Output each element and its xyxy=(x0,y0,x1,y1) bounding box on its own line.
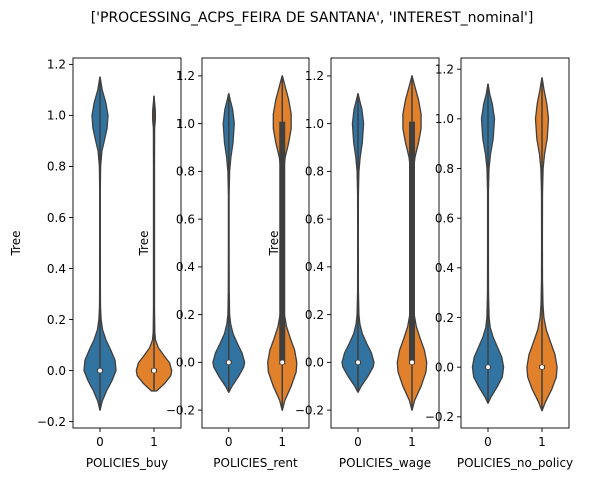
y-tick-label: 0.4 xyxy=(305,260,324,274)
y-axis-label: Tree xyxy=(137,230,151,256)
x-tick-label: 1 xyxy=(150,435,158,449)
y-tick-label: 0.0 xyxy=(176,356,195,370)
y-axis-label: Tree xyxy=(267,230,281,256)
violin-median xyxy=(485,364,491,370)
violin-median xyxy=(97,367,103,374)
y-tick-label: 0.8 xyxy=(305,165,324,179)
violin-median xyxy=(539,364,545,370)
x-tick-label: 0 xyxy=(354,435,362,449)
chart-panel-1: −0.2 0.0 0.2 0.4 0.6 0.8 1.0 1.2 0 1 POLICIES_buy T… xyxy=(9,57,182,470)
x-axis-label: POLICIES_no_policy xyxy=(457,456,573,470)
axes-frame xyxy=(201,57,310,429)
x-tick-label: 1 xyxy=(278,435,286,449)
violin-median xyxy=(355,359,361,365)
axes-frame xyxy=(460,57,570,429)
y-tick-label: 0.4 xyxy=(435,261,454,275)
y-tick-label: 0.6 xyxy=(305,212,324,226)
figure-title: ['PROCESSING_ACPS_FEIRA DE SANTANA', 'IN… xyxy=(91,10,534,26)
y-axis-label: Tree xyxy=(9,230,23,256)
y-tick-label: 0.0 xyxy=(435,360,454,374)
x-axis-label: POLICIES_buy xyxy=(86,456,168,470)
y-tick-label: 0.6 xyxy=(47,211,66,225)
chart-panel-4: −0.2 0.0 0.2 0.4 0.6 0.8 1.0 1.2 0 1 POLICIES_no_p… xyxy=(425,57,573,470)
y-tick-label: 0.4 xyxy=(47,262,66,276)
y-tick-label: 0.8 xyxy=(47,160,66,174)
violin-median xyxy=(279,359,285,365)
y-tick-label: 0.2 xyxy=(176,308,195,322)
y-tick-label: 0.2 xyxy=(47,313,66,327)
y-tick-label: 1.2 xyxy=(176,69,195,83)
y-tick-label: 0.6 xyxy=(435,211,454,225)
y-tick-label: 0.6 xyxy=(176,212,195,226)
y-tick-label: 1.0 xyxy=(305,117,324,131)
x-axis-label: POLICIES_rent xyxy=(213,456,298,470)
x-tick-label: 1 xyxy=(538,435,546,449)
y-tick-label: 0.4 xyxy=(176,260,195,274)
axes-frame xyxy=(330,57,440,429)
chart-panel-2: −0.2 0.0 0.2 0.4 0.6 0.8 1.0 1.2 0 1 POLICIES_rent… xyxy=(137,57,310,470)
y-tick-label: −0.2 xyxy=(37,415,66,429)
x-tick-label: 1 xyxy=(408,435,416,449)
chart-panel-3: −0.2 0.0 0.2 0.4 0.6 0.8 1.0 1.2 0 1 POLICIES_wage… xyxy=(267,57,440,470)
y-tick-label: 0.2 xyxy=(435,311,454,325)
y-tick-label: −0.2 xyxy=(425,410,454,424)
x-tick-label: 0 xyxy=(225,435,233,449)
y-tick-label: 1.2 xyxy=(435,62,454,76)
y-tick-label: 1.2 xyxy=(305,69,324,83)
violin-median xyxy=(226,359,232,365)
violin-median xyxy=(151,367,157,374)
y-tick-label: 0.0 xyxy=(47,364,66,378)
violin-iqr-box xyxy=(279,121,286,365)
y-tick-label: 0.8 xyxy=(176,165,195,179)
x-tick-label: 0 xyxy=(96,435,104,449)
x-axis-label: POLICIES_wage xyxy=(339,456,431,470)
y-tick-label: −0.2 xyxy=(295,403,324,417)
y-tick-label: 1.0 xyxy=(435,112,454,126)
x-tick-label: 0 xyxy=(484,435,492,449)
y-tick-label: −0.2 xyxy=(166,403,195,417)
y-tick-label: 0.2 xyxy=(305,308,324,322)
y-tick-label: 1.2 xyxy=(47,58,66,72)
y-tick-label: 0.8 xyxy=(435,162,454,176)
violin-median xyxy=(409,359,415,365)
y-tick-label: 0.0 xyxy=(305,356,324,370)
violin-iqr-box xyxy=(409,121,415,365)
y-tick-label: 1.0 xyxy=(176,117,195,131)
y-tick-label: 1.0 xyxy=(47,109,66,123)
axes-frame xyxy=(72,57,182,429)
